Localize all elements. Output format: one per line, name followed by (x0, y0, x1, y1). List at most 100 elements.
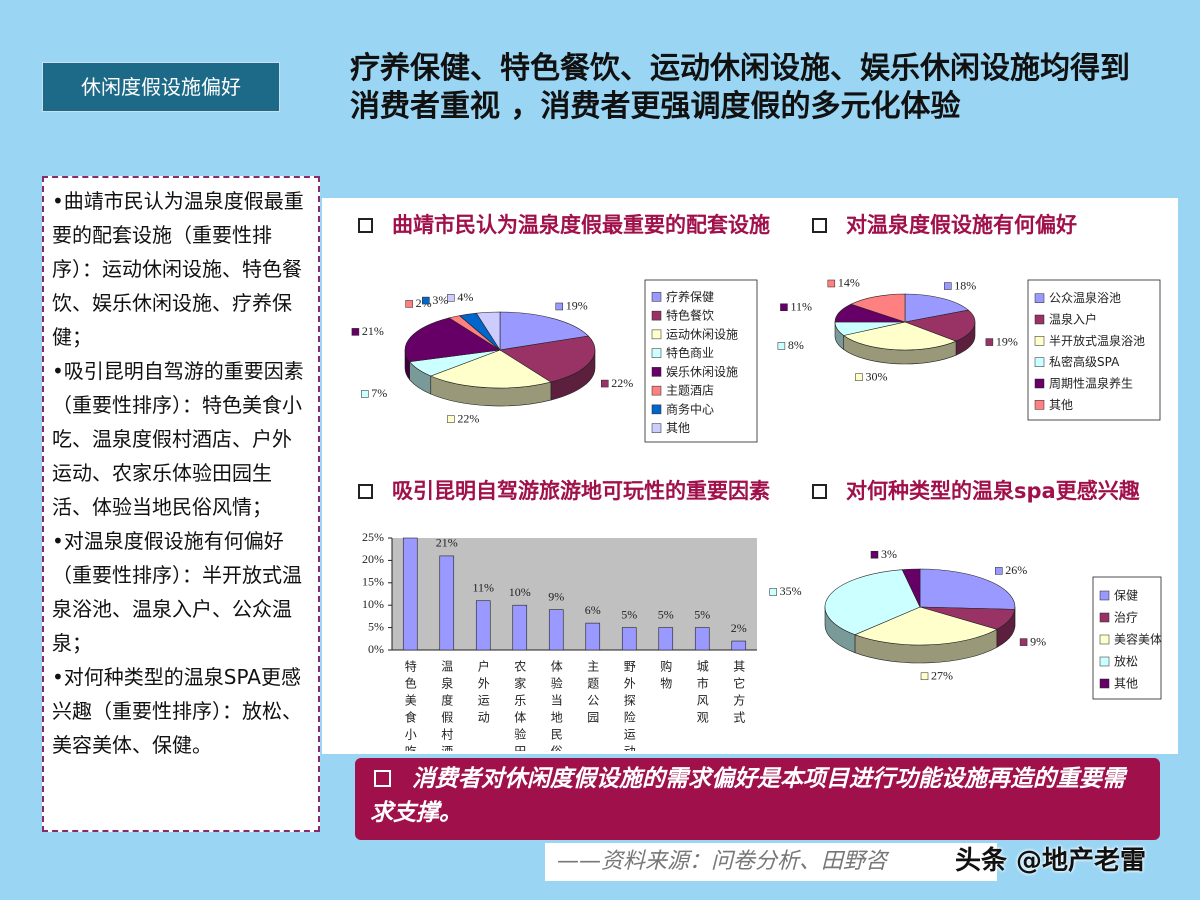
data-label: 9% (1030, 634, 1046, 648)
data-label: 18% (954, 278, 976, 292)
legend-label: 私密高级SPA (1049, 354, 1120, 369)
label-swatch (422, 296, 430, 305)
y-tick-label: 10% (362, 597, 384, 611)
sidebar-item: •吸引昆明自驾游的重要因素（重要性排序）：特色美食小吃、温泉度假村酒店、户外运动… (52, 359, 304, 519)
chart-title: 对何种类型的温泉spa更感兴趣 (806, 476, 1156, 506)
legend-label: 疗养保健 (666, 289, 714, 304)
x-tick-label: 农家乐体验田园生活 (513, 660, 527, 813)
label-swatch (1019, 638, 1028, 646)
label-swatch (351, 328, 360, 336)
x-tick-label: 特色美食小吃 (403, 659, 417, 762)
data-label: 8% (788, 338, 804, 352)
data-label: 2% (731, 621, 747, 635)
legend-label: 公众温泉浴池 (1049, 291, 1121, 305)
legend-label: 娱乐休闲设施 (666, 365, 738, 379)
data-label: 5% (694, 607, 710, 621)
y-tick-label: 0% (368, 642, 384, 656)
legend-swatch (1034, 400, 1045, 410)
legend-label: 特色餐饮 (666, 308, 714, 323)
legend-swatch (651, 310, 662, 321)
pie-slice (850, 293, 906, 323)
legend-swatch (1099, 612, 1110, 623)
data-label: 21% (362, 324, 384, 338)
label-swatch (780, 303, 788, 312)
legend-swatch (1099, 678, 1110, 689)
label-swatch (777, 342, 786, 350)
legend-label: 其他 (1114, 677, 1138, 691)
legend-swatch (1034, 336, 1045, 346)
pie-slice (903, 309, 976, 342)
label-swatch (361, 390, 369, 398)
label-swatch (870, 550, 879, 559)
legend-label: 温泉入户 (1049, 312, 1097, 327)
legend-swatch (1099, 656, 1110, 667)
pie-slice (842, 321, 957, 351)
pie-slice (854, 606, 998, 646)
data-label: 19% (566, 299, 588, 313)
legend-swatch (651, 404, 662, 415)
data-label: 10% (509, 585, 531, 599)
data-label: 30% (865, 369, 887, 383)
source-note: ——资料来源：问卷分析、田野咨 (545, 843, 997, 881)
legend-label: 放松 (1114, 654, 1138, 669)
label-swatch (995, 567, 1003, 575)
sidebar-item: •曲靖市民认为温泉度假最重要的配套设施（重要性排序）：运动休闲设施、特色餐饮、娱… (52, 189, 304, 349)
data-label: 19% (996, 334, 1018, 348)
legend-label: 运动休闲设施 (666, 327, 738, 341)
data-label: 3% (881, 547, 897, 561)
pie-slice (404, 317, 501, 363)
data-label: 14% (838, 276, 860, 290)
legend-label: 治疗 (1114, 611, 1138, 625)
pie-slice (475, 311, 501, 352)
legend-box (1027, 279, 1161, 421)
label-swatch (855, 373, 863, 381)
sidebar: •曲靖市民认为温泉度假最重要的配套设施（重要性排序）：运动休闲设施、特色餐饮、娱… (42, 176, 320, 832)
conclusion-icon (374, 770, 391, 787)
legend-swatch (1034, 293, 1045, 303)
pie-slice (499, 335, 596, 383)
chart-title: 吸引昆明自驾游旅游地可玩性的重要因素 (352, 476, 772, 506)
x-tick-label: 购物 (659, 659, 673, 694)
legend-label: 美容美体 (1114, 632, 1162, 647)
data-label: 26% (1005, 563, 1027, 577)
bar (694, 627, 710, 651)
data-label: 27% (931, 669, 953, 683)
legend-label: 特色商业 (666, 345, 714, 360)
label-swatch (944, 282, 952, 290)
legend-label: 周期性温泉养生 (1049, 376, 1133, 391)
data-label: 9% (548, 589, 564, 603)
legend-swatch (1099, 590, 1110, 601)
label-swatch (447, 294, 455, 302)
slide-title: 疗养保健、特色餐饮、运动休闲设施、娱乐休闲设施均得到消费者重视 ，消费者更强调度… (350, 51, 1130, 124)
pie-slice (919, 568, 1016, 610)
bar (731, 640, 747, 651)
pie-slice (904, 293, 970, 323)
y-tick-label: 20% (362, 552, 384, 566)
x-tick-label: 其它方式 (732, 660, 746, 728)
bar (585, 622, 601, 651)
legend-swatch (651, 385, 662, 396)
x-tick-label: 野外探险运动 (622, 660, 636, 762)
legend-swatch (651, 367, 662, 377)
y-tick-label: 5% (368, 619, 384, 633)
category-labels: 特色美食小吃 温泉度假村酒店 户外运动 农家乐体验田园生活 体验当地民俗风情 主题公园 野外… (403, 659, 746, 813)
sidebar-item: •对温泉度假设施有何偏好（重要性排序）：半开放式温泉浴池、温泉入户、公众温泉； (52, 529, 302, 655)
legend-swatch (1034, 378, 1045, 389)
y-tick-label: 25% (362, 530, 384, 544)
x-tick-label: 体验当地民俗风情 (549, 660, 563, 796)
label-swatch (405, 300, 413, 308)
legend-label: 其他 (1049, 398, 1073, 412)
legend-swatch (651, 329, 662, 340)
legend-label: 主题酒店 (666, 384, 714, 398)
label-swatch (827, 279, 836, 288)
bar (475, 600, 491, 651)
label-swatch (985, 338, 994, 346)
x-tick-label: 温泉度假村酒店 (440, 660, 454, 779)
legend-box (644, 279, 758, 443)
label-swatch (555, 302, 564, 311)
data-label: 35% (780, 584, 802, 598)
pie-slice (499, 311, 589, 351)
legend-swatch (1034, 314, 1045, 325)
